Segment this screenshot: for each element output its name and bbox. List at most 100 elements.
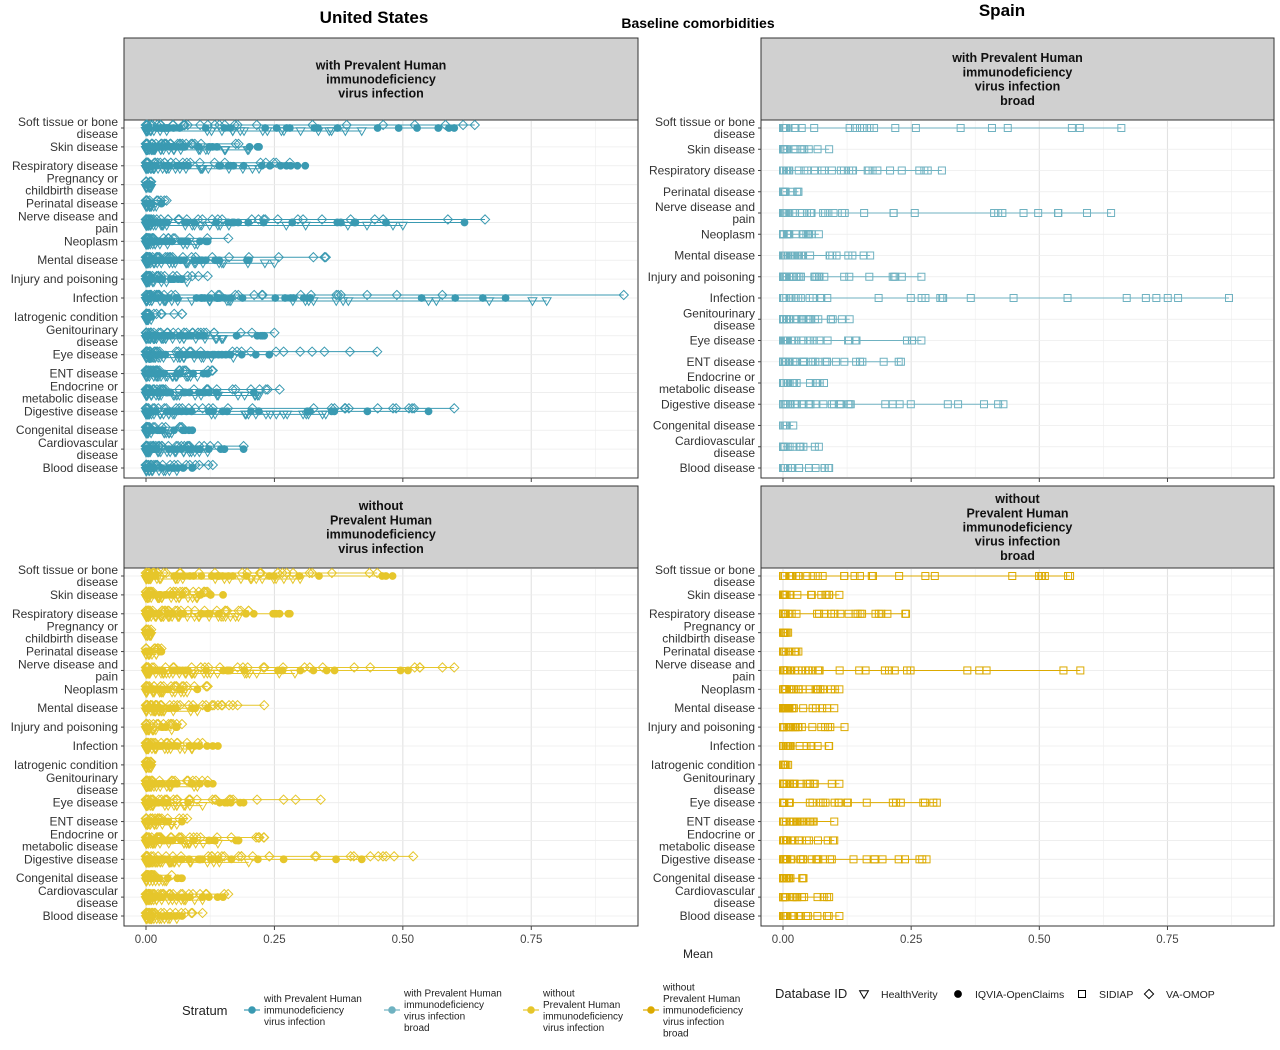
point-va-omop-eye-disease [145,346,156,357]
point-va-omop-eye-disease [140,346,152,357]
point-va-omop-genitourinary-disease [145,327,157,339]
point-va-omop-skin-disease [142,138,153,150]
legend-database-label: IQVIA-OpenClaims [975,989,1064,1001]
point-iqvia-openclaims-respiratory-disease [226,161,235,170]
point-iqvia-openclaims-digestive-disease [363,407,372,416]
point-va-omop-mental-disease [140,251,152,263]
point-va-omop-endocrine-or-metabolic-disease [148,384,160,395]
point-iqvia-openclaims-nerve-disease-and-pain [330,666,339,675]
point-iqvia-openclaims-infection [417,294,426,302]
point-va-omop-cardiovascular-disease [238,440,249,452]
point-va-omop-skin-disease [160,138,172,150]
y-tick-label-congenital-disease: Congenital disease [653,871,755,885]
point-va-omop-endocrine-or-metabolic-disease [158,384,169,395]
point-va-omop-digestive-disease [372,403,384,414]
point-va-omop-digestive-disease [160,403,172,414]
point-iqvia-openclaims-eye-disease [210,350,219,359]
point-iqvia-openclaims-genitourinary-disease [158,779,167,788]
y-tick-label-neoplasm: Neoplasm [701,227,755,241]
point-va-omop-soft-tissue-or-bone-disease [251,119,263,131]
panel-strip-label: Prevalent Human [966,506,1068,520]
point-va-omop-perinatal-disease [141,195,153,206]
point-va-omop-genitourinary-disease [235,327,247,339]
point-va-omop-eye-disease [170,346,182,357]
point-va-omop-cardiovascular-disease [198,440,210,452]
point-va-omop-congenital-disease [174,421,185,433]
point-va-omop-soft-tissue-or-bone-disease [142,119,153,131]
point-va-omop-mental-disease [141,251,153,263]
legend-database-title: Database ID [775,986,847,1001]
point-iqvia-openclaims-nerve-disease-and-pain [460,218,469,227]
point-iqvia-openclaims-respiratory-disease [269,609,278,618]
chart-title: Baseline comorbidities [621,15,774,31]
panel-strip-label: without [358,499,404,513]
point-va-omop-nerve-disease-and-pain [155,214,167,225]
point-iqvia-openclaims-respiratory-disease [242,609,250,618]
circle-icon [954,990,962,998]
point-va-omop-cardiovascular-disease [193,440,205,452]
legend-stratum-label: virus infection [663,1017,724,1028]
point-iqvia-openclaims-digestive-disease [185,855,194,864]
point-va-omop-mental-disease [243,251,255,263]
point-iqvia-openclaims-soft-tissue-or-bone-disease [388,572,397,580]
point-va-omop-digestive-disease [390,403,402,414]
point-va-omop-iatrogenic-condition [143,308,155,320]
point-va-omop-digestive-disease [247,403,258,414]
point-iqvia-openclaims-nerve-disease-and-pain [223,666,232,675]
point-iqvia-openclaims-digestive-disease [424,407,433,416]
point-va-omop-soft-tissue-or-bone-disease [155,119,167,131]
point-iqvia-openclaims-digestive-disease [357,855,366,864]
point-va-omop-soft-tissue-or-bone-disease [457,119,469,131]
point-va-omop-neoplasm [202,233,213,244]
point-va-omop-genitourinary-disease [143,327,154,339]
point-va-omop-eye-disease [185,346,197,357]
point-va-omop-respiratory-disease [140,157,152,169]
legend-stratum-label: immunodeficiency [404,1000,484,1011]
point-va-omop-digestive-disease [222,403,234,414]
legend-stratum-title: Stratum [182,1003,228,1018]
point-va-omop-ent-disease [152,365,163,376]
point-va-omop-soft-tissue-or-bone-disease [178,119,190,131]
point-va-omop-congenital-disease [160,421,171,433]
x-axis-label: Mean [683,947,713,961]
point-va-omop-eye-disease [152,346,163,357]
point-va-omop-digestive-disease [152,403,164,414]
legend-stratum-label: with Prevalent Human [403,988,502,999]
y-tick-label-eye-disease: Eye disease [690,334,756,348]
point-va-omop-soft-tissue-or-bone-disease [209,119,221,131]
point-iqvia-openclaims-respiratory-disease [249,609,258,618]
point-va-omop-nerve-disease-and-pain [292,214,304,225]
legend-stratum-label: virus infection [543,1023,604,1034]
point-iqvia-openclaims-infection [286,294,295,302]
point-va-omop-endocrine-or-metabolic-disease [188,384,200,395]
legend-stratum-label: immunodeficiency [663,1006,743,1017]
point-va-omop-ent-disease [151,365,163,376]
y-tick-label-cardiovascular-disease: disease [714,446,756,460]
point-va-omop-genitourinary-disease [208,327,220,339]
y-tick-label-neoplasm: Neoplasm [64,234,118,248]
y-tick-label-injury-and-poisoning: Injury and poisoning [648,270,755,284]
point-va-omop-eye-disease [306,346,318,357]
point-va-omop-infection [214,289,225,301]
point-va-omop-nerve-disease-and-pain [377,214,389,225]
panel-1: with Prevalent Humanimmunodeficiencyviru… [11,37,639,498]
x-tick-label: 0.25 [263,934,285,946]
panel-strip-label: virus infection [975,80,1060,94]
panel-strip-label: virus infection [338,87,423,101]
y-tick-label-digestive-disease: Digestive disease [24,852,118,866]
y-tick-label-skin-disease: Skin disease [50,140,118,154]
point-va-omop-genitourinary-disease [269,327,280,339]
x-tick-label: 0.50 [392,934,414,946]
point-va-omop-soft-tissue-or-bone-disease [145,119,156,131]
point-iqvia-openclaims-cardiovascular-disease [239,445,248,454]
point-va-omop-digestive-disease [189,403,201,414]
point-va-omop-endocrine-or-metabolic-disease [157,384,169,395]
panel-2: with Prevalent Humanimmunodeficiencyviru… [648,37,1275,498]
point-iqvia-openclaims-digestive-disease [218,407,227,416]
point-va-omop-skin-disease [187,138,198,150]
point-va-omop-digestive-disease [308,403,319,414]
point-va-omop-ent-disease [207,365,219,376]
y-tick-label-congenital-disease: Congenital disease [16,871,118,885]
point-va-omop-pregnancy-or-childbirth-disease [145,176,157,187]
